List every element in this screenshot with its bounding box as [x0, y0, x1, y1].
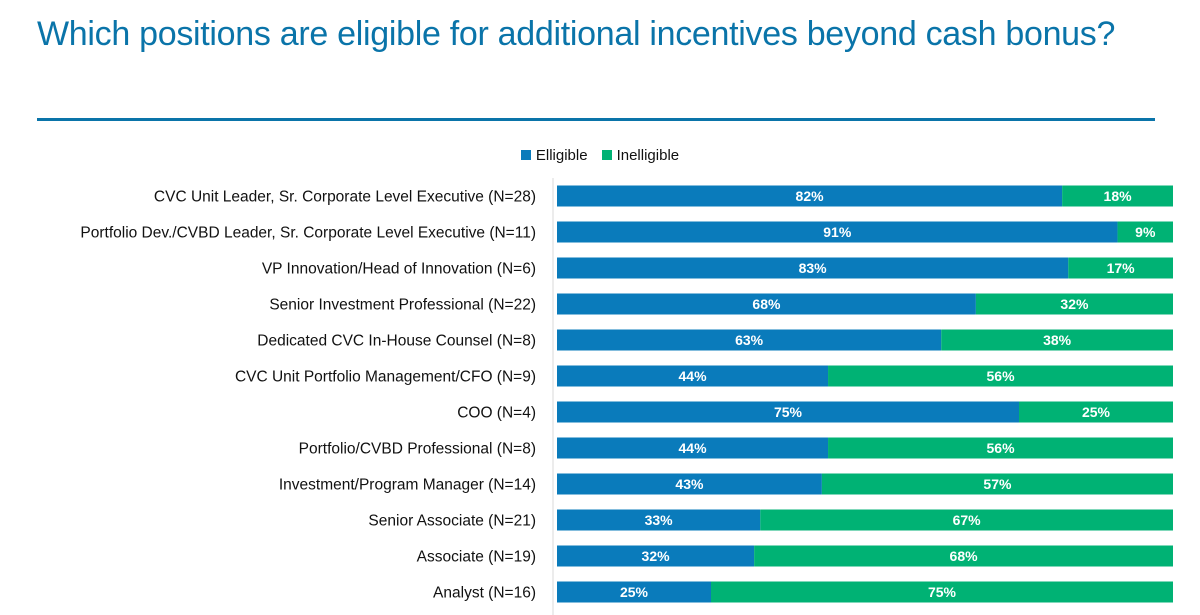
data-label-eligible: 75%	[774, 404, 803, 420]
data-label-eligible: 68%	[752, 296, 781, 312]
page-title: Which positions are eligible for additio…	[37, 15, 1116, 53]
bar-segment-ineligible	[828, 365, 1173, 387]
bar-segment-eligible	[557, 509, 761, 531]
data-label-ineligible: 57%	[983, 476, 1012, 492]
category-label: Senior Associate (N=21)	[368, 513, 536, 530]
bar-segment-eligible	[557, 437, 829, 459]
data-label-eligible: 44%	[679, 440, 708, 456]
title-divider	[37, 118, 1155, 121]
category-label: COO (N=4)	[457, 405, 536, 422]
legend-item-ineligible: Inelligible	[601, 146, 680, 164]
legend-label-eligible: Elligible	[535, 146, 588, 164]
bar-row: Portfolio Dev./CVBD Leader, Sr. Corporat…	[80, 221, 1173, 243]
bar-segment-ineligible	[1019, 401, 1173, 423]
bar-row: Investment/Program Manager (N=14) 43% 57%	[279, 473, 1173, 495]
bar-segment-eligible	[557, 581, 711, 603]
bars-group: CVC Unit Leader, Sr. Corporate Level Exe…	[80, 185, 1173, 603]
bar-segment-ineligible	[1062, 185, 1173, 207]
category-label: CVC Unit Portfolio Management/CFO (N=9)	[235, 369, 536, 386]
data-label-ineligible: 75%	[928, 584, 957, 600]
category-label: Investment/Program Manager (N=14)	[279, 477, 536, 494]
data-label-ineligible: 32%	[1060, 296, 1089, 312]
bar-segment-eligible	[557, 185, 1063, 207]
bar-segment-eligible	[557, 257, 1069, 279]
bar-row: Associate (N=19) 32% 68%	[417, 545, 1173, 567]
bar-segment-eligible	[557, 401, 1019, 423]
bar-segment-ineligible	[760, 509, 1173, 531]
data-label-ineligible: 25%	[1082, 404, 1111, 420]
bar-row: VP Innovation/Head of Innovation (N=6) 83…	[262, 257, 1173, 279]
category-label: VP Innovation/Head of Innovation (N=6)	[262, 261, 536, 278]
bar-segment-eligible	[557, 365, 829, 387]
bar-row: Dedicated CVC In-House Counsel (N=8) 63% 3…	[257, 329, 1173, 351]
data-label-eligible: 83%	[799, 260, 828, 276]
legend-item-eligible: Elligible	[520, 146, 588, 164]
bar-segment-eligible	[557, 293, 976, 315]
data-label-eligible: 82%	[796, 188, 825, 204]
bar-segment-ineligible	[1068, 257, 1173, 279]
data-label-eligible: 25%	[620, 584, 649, 600]
bar-row: Analyst (N=16) 25% 75%	[433, 581, 1173, 603]
bar-segment-eligible	[557, 221, 1118, 243]
legend-swatch-ineligible	[601, 150, 612, 160]
bar-segment-ineligible	[941, 329, 1173, 351]
data-label-ineligible: 56%	[987, 368, 1016, 384]
bar-segment-eligible	[557, 329, 942, 351]
legend-label-ineligible: Inelligible	[616, 146, 680, 164]
data-label-ineligible: 68%	[950, 548, 979, 564]
data-label-ineligible: 56%	[987, 440, 1016, 456]
legend-swatch-eligible	[520, 150, 531, 160]
bar-row: Senior Associate (N=21) 33% 67%	[368, 509, 1173, 531]
bar-row: Senior Investment Professional (N=22) 68%…	[269, 293, 1173, 315]
bar-segment-ineligible	[828, 437, 1173, 459]
category-label: Dedicated CVC In-House Counsel (N=8)	[257, 333, 536, 350]
category-label: Analyst (N=16)	[433, 585, 536, 602]
bar-row: Portfolio/CVBD Professional (N=8) 44% 56%	[299, 437, 1173, 459]
bar-row: CVC Unit Portfolio Management/CFO (N=9) 4…	[235, 365, 1173, 387]
data-label-ineligible: 67%	[953, 512, 982, 528]
bar-segment-ineligible	[1117, 221, 1173, 243]
data-label-ineligible: 18%	[1104, 188, 1133, 204]
bar-segment-ineligible	[975, 293, 1173, 315]
category-label: Portfolio/CVBD Professional (N=8)	[299, 441, 536, 458]
bar-segment-ineligible	[754, 545, 1173, 567]
data-label-ineligible: 38%	[1043, 332, 1072, 348]
data-label-ineligible: 17%	[1107, 260, 1136, 276]
bar-row: CVC Unit Leader, Sr. Corporate Level Exe…	[154, 185, 1173, 207]
data-label-eligible: 32%	[642, 548, 671, 564]
data-label-eligible: 43%	[675, 476, 704, 492]
bar-segment-ineligible	[821, 473, 1173, 495]
data-label-eligible: 91%	[823, 224, 852, 240]
category-label: Senior Investment Professional (N=22)	[269, 297, 536, 314]
data-label-ineligible: 9%	[1135, 224, 1156, 240]
category-label: Associate (N=19)	[417, 549, 536, 566]
bar-segment-eligible	[557, 473, 822, 495]
bar-segment-eligible	[557, 545, 755, 567]
bar-row: COO (N=4) 75% 25%	[457, 401, 1173, 423]
category-label: Portfolio Dev./CVBD Leader, Sr. Corporat…	[80, 225, 536, 242]
bar-segment-ineligible	[711, 581, 1173, 603]
category-label: CVC Unit Leader, Sr. Corporate Level Exe…	[154, 189, 536, 206]
data-label-eligible: 44%	[679, 368, 708, 384]
data-label-eligible: 63%	[735, 332, 764, 348]
chart-legend: Elligible Inelligible	[0, 145, 1200, 165]
data-label-eligible: 33%	[645, 512, 674, 528]
